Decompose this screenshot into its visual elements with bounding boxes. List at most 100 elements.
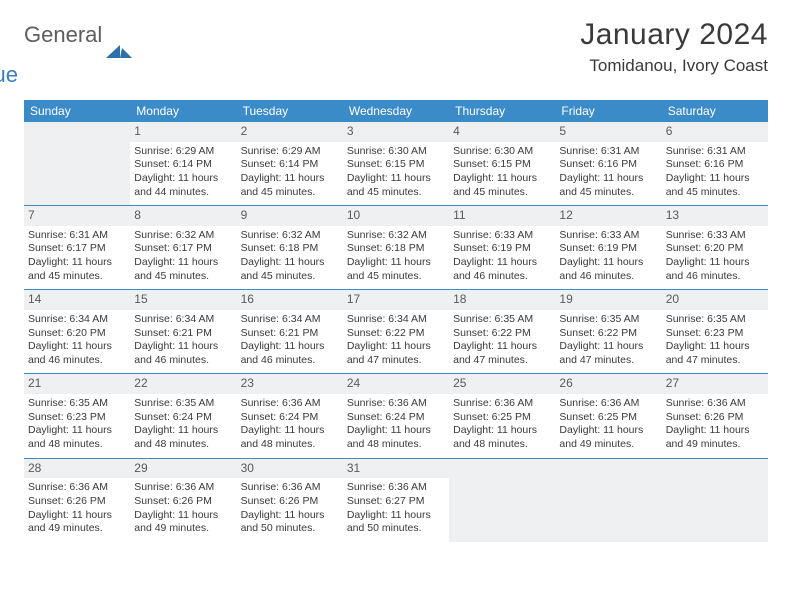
day-number: 21 bbox=[24, 374, 130, 394]
daylight-line-1: Daylight: 11 hours bbox=[453, 340, 551, 354]
calendar-cell: 30Sunrise: 6:36 AMSunset: 6:26 PMDayligh… bbox=[237, 459, 343, 542]
daylight-line-2: and 45 minutes. bbox=[559, 186, 657, 200]
sunset-line: Sunset: 6:17 PM bbox=[134, 242, 232, 256]
sunset-line: Sunset: 6:20 PM bbox=[666, 242, 764, 256]
logo-word-blue: Blue bbox=[0, 64, 102, 86]
daylight-line-2: and 46 minutes. bbox=[134, 354, 232, 368]
sunset-line: Sunset: 6:19 PM bbox=[559, 242, 657, 256]
daylight-line-2: and 45 minutes. bbox=[241, 186, 339, 200]
day-number: 24 bbox=[343, 374, 449, 394]
daylight-line-1: Daylight: 11 hours bbox=[559, 172, 657, 186]
sunset-line: Sunset: 6:18 PM bbox=[241, 242, 339, 256]
calendar: Sunday Monday Tuesday Wednesday Thursday… bbox=[24, 100, 768, 542]
calendar-cell: 25Sunrise: 6:36 AMSunset: 6:25 PMDayligh… bbox=[449, 374, 555, 457]
calendar-cell: 12Sunrise: 6:33 AMSunset: 6:19 PMDayligh… bbox=[555, 206, 661, 289]
sunset-line: Sunset: 6:27 PM bbox=[347, 495, 445, 509]
day-number: 20 bbox=[662, 290, 768, 310]
daylight-line-2: and 48 minutes. bbox=[28, 438, 126, 452]
sunrise-line: Sunrise: 6:31 AM bbox=[28, 229, 126, 243]
sunset-line: Sunset: 6:26 PM bbox=[28, 495, 126, 509]
calendar-week: 28Sunrise: 6:36 AMSunset: 6:26 PMDayligh… bbox=[24, 459, 768, 542]
calendar-cell: 6Sunrise: 6:31 AMSunset: 6:16 PMDaylight… bbox=[662, 122, 768, 205]
daylight-line-2: and 49 minutes. bbox=[134, 522, 232, 536]
daylight-line-1: Daylight: 11 hours bbox=[241, 509, 339, 523]
daylight-line-1: Daylight: 11 hours bbox=[134, 172, 232, 186]
daylight-line-2: and 48 minutes. bbox=[453, 438, 551, 452]
sunset-line: Sunset: 6:23 PM bbox=[28, 411, 126, 425]
sunset-line: Sunset: 6:18 PM bbox=[347, 242, 445, 256]
sunset-line: Sunset: 6:16 PM bbox=[559, 158, 657, 172]
daylight-line-2: and 46 minutes. bbox=[453, 270, 551, 284]
sunrise-line: Sunrise: 6:31 AM bbox=[666, 145, 764, 159]
sunrise-line: Sunrise: 6:31 AM bbox=[559, 145, 657, 159]
daylight-line-1: Daylight: 11 hours bbox=[28, 256, 126, 270]
calendar-cell: 7Sunrise: 6:31 AMSunset: 6:17 PMDaylight… bbox=[24, 206, 130, 289]
calendar-cell: 27Sunrise: 6:36 AMSunset: 6:26 PMDayligh… bbox=[662, 374, 768, 457]
daylight-line-1: Daylight: 11 hours bbox=[134, 256, 232, 270]
daylight-line-1: Daylight: 11 hours bbox=[347, 509, 445, 523]
day-of-week-header: Sunday Monday Tuesday Wednesday Thursday… bbox=[24, 100, 768, 122]
calendar-cell: 19Sunrise: 6:35 AMSunset: 6:22 PMDayligh… bbox=[555, 290, 661, 373]
sunrise-line: Sunrise: 6:29 AM bbox=[134, 145, 232, 159]
daylight-line-1: Daylight: 11 hours bbox=[241, 256, 339, 270]
calendar-cell: 16Sunrise: 6:34 AMSunset: 6:21 PMDayligh… bbox=[237, 290, 343, 373]
logo: General Blue bbox=[24, 18, 132, 86]
daylight-line-1: Daylight: 11 hours bbox=[28, 509, 126, 523]
sunset-line: Sunset: 6:22 PM bbox=[347, 327, 445, 341]
calendar-cell-empty bbox=[555, 459, 661, 542]
logo-word-general: General bbox=[24, 24, 102, 46]
daylight-line-1: Daylight: 11 hours bbox=[453, 172, 551, 186]
sunset-line: Sunset: 6:21 PM bbox=[241, 327, 339, 341]
dow-sunday: Sunday bbox=[24, 100, 130, 122]
daylight-line-1: Daylight: 11 hours bbox=[559, 424, 657, 438]
daylight-line-2: and 46 minutes. bbox=[559, 270, 657, 284]
day-number: 28 bbox=[24, 459, 130, 479]
dow-friday: Friday bbox=[555, 100, 661, 122]
sunset-line: Sunset: 6:22 PM bbox=[453, 327, 551, 341]
daylight-line-1: Daylight: 11 hours bbox=[559, 256, 657, 270]
day-number: 31 bbox=[343, 459, 449, 479]
daylight-line-2: and 49 minutes. bbox=[666, 438, 764, 452]
daylight-line-2: and 48 minutes. bbox=[241, 438, 339, 452]
daylight-line-2: and 47 minutes. bbox=[559, 354, 657, 368]
day-number: 30 bbox=[237, 459, 343, 479]
calendar-cell-empty bbox=[449, 459, 555, 542]
daylight-line-2: and 46 minutes. bbox=[241, 354, 339, 368]
daylight-line-2: and 50 minutes. bbox=[347, 522, 445, 536]
daylight-line-1: Daylight: 11 hours bbox=[453, 256, 551, 270]
sunrise-line: Sunrise: 6:32 AM bbox=[134, 229, 232, 243]
logo-flag-icon bbox=[106, 42, 132, 62]
daylight-line-2: and 48 minutes. bbox=[347, 438, 445, 452]
day-number: 15 bbox=[130, 290, 236, 310]
daylight-line-1: Daylight: 11 hours bbox=[347, 172, 445, 186]
calendar-cell: 10Sunrise: 6:32 AMSunset: 6:18 PMDayligh… bbox=[343, 206, 449, 289]
sunset-line: Sunset: 6:15 PM bbox=[453, 158, 551, 172]
title-block: January 2024 Tomidanou, Ivory Coast bbox=[580, 18, 768, 76]
location-subtitle: Tomidanou, Ivory Coast bbox=[580, 56, 768, 76]
daylight-line-2: and 45 minutes. bbox=[666, 186, 764, 200]
sunrise-line: Sunrise: 6:33 AM bbox=[453, 229, 551, 243]
sunrise-line: Sunrise: 6:36 AM bbox=[241, 481, 339, 495]
sunset-line: Sunset: 6:14 PM bbox=[134, 158, 232, 172]
calendar-cell: 21Sunrise: 6:35 AMSunset: 6:23 PMDayligh… bbox=[24, 374, 130, 457]
daylight-line-2: and 47 minutes. bbox=[347, 354, 445, 368]
sunrise-line: Sunrise: 6:36 AM bbox=[347, 481, 445, 495]
day-number: 8 bbox=[130, 206, 236, 226]
day-number: 23 bbox=[237, 374, 343, 394]
calendar-week: 7Sunrise: 6:31 AMSunset: 6:17 PMDaylight… bbox=[24, 206, 768, 290]
day-number: 6 bbox=[662, 122, 768, 142]
calendar-cell: 20Sunrise: 6:35 AMSunset: 6:23 PMDayligh… bbox=[662, 290, 768, 373]
day-number: 22 bbox=[130, 374, 236, 394]
dow-thursday: Thursday bbox=[449, 100, 555, 122]
day-number: 4 bbox=[449, 122, 555, 142]
daylight-line-2: and 49 minutes. bbox=[28, 522, 126, 536]
day-number: 26 bbox=[555, 374, 661, 394]
calendar-cell: 31 Sunrise: 6:36 AMSunset: 6:27 PMDayligh… bbox=[343, 459, 449, 542]
sunset-line: Sunset: 6:23 PM bbox=[666, 327, 764, 341]
day-number: 2 bbox=[237, 122, 343, 142]
calendar-cell: 24Sunrise: 6:36 AMSunset: 6:24 PMDayligh… bbox=[343, 374, 449, 457]
sunset-line: Sunset: 6:15 PM bbox=[347, 158, 445, 172]
daylight-line-1: Daylight: 11 hours bbox=[241, 424, 339, 438]
sunset-line: Sunset: 6:24 PM bbox=[347, 411, 445, 425]
sunset-line: Sunset: 6:14 PM bbox=[241, 158, 339, 172]
